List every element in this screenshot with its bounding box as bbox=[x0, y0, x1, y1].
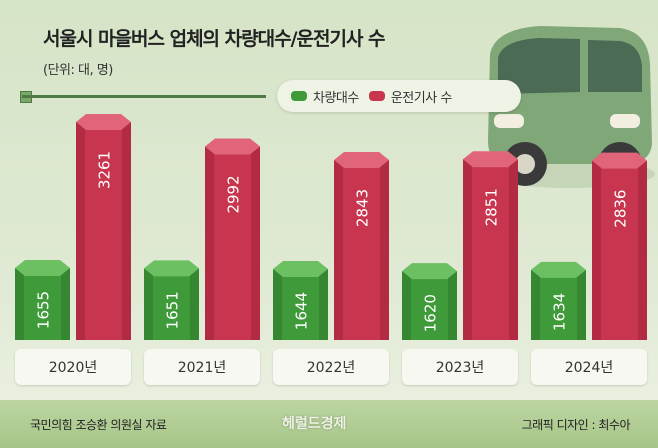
bar-cap bbox=[15, 259, 70, 276]
bar-shade bbox=[251, 146, 260, 340]
unit-label: (단위: 대, 명) bbox=[43, 63, 113, 78]
legend-item-vehicles: 차량대수 bbox=[291, 87, 359, 106]
bar-cap bbox=[531, 261, 586, 278]
bar-drivers-2020년 bbox=[76, 122, 131, 340]
legend-label: 차량대수 bbox=[313, 90, 359, 106]
bar-shade bbox=[15, 267, 24, 340]
value-label: 2836 bbox=[612, 190, 630, 228]
legend-item-drivers: 운전기사 수 bbox=[368, 87, 452, 106]
bar-vehicles-2024년 bbox=[531, 269, 586, 340]
bar-shade bbox=[76, 122, 85, 340]
year-label: 2021년 bbox=[144, 349, 260, 385]
bar-cap bbox=[402, 263, 457, 280]
bar-cap bbox=[76, 114, 131, 130]
year-label: 2022년 bbox=[273, 349, 389, 385]
value-label: 1651 bbox=[164, 291, 182, 329]
year-label: 2020년 bbox=[15, 349, 131, 385]
bar-cap bbox=[463, 151, 518, 168]
bar-shade bbox=[448, 271, 457, 340]
bar-shade bbox=[402, 271, 411, 340]
bar-shade bbox=[205, 146, 214, 340]
bar-vehicles-2021년 bbox=[144, 268, 199, 340]
bar-shade bbox=[463, 159, 472, 340]
value-label: 3261 bbox=[96, 151, 114, 189]
red-swatch-icon bbox=[368, 91, 385, 101]
legend: 차량대수 운전기사 수 bbox=[277, 80, 521, 112]
bar-shade bbox=[61, 267, 70, 340]
bar-shade bbox=[577, 269, 586, 340]
bar-shade bbox=[122, 122, 131, 340]
bar-shade bbox=[190, 268, 199, 340]
bar-cap bbox=[144, 260, 199, 277]
bar-shade bbox=[273, 268, 282, 340]
chart-title: 서울시 마을버스 업체의 차량대수/운전기사 수 bbox=[43, 28, 386, 50]
bar-drivers-2023년 bbox=[463, 159, 518, 340]
bar-cap bbox=[273, 260, 328, 277]
bar-vehicles-2020년 bbox=[15, 267, 70, 340]
value-label: 2843 bbox=[354, 189, 372, 227]
bar-shade bbox=[531, 269, 540, 340]
legend-label: 운전기사 수 bbox=[390, 90, 452, 106]
value-label: 1620 bbox=[422, 294, 440, 332]
year-label: 2024년 bbox=[531, 349, 647, 385]
bar-shade bbox=[638, 160, 647, 340]
credit-text: 그래픽 디자인 : 최수아 bbox=[521, 418, 631, 432]
brand-logo: 헤럴드경제 bbox=[282, 416, 347, 432]
source-text: 국민의힘 조승환 의원실 자료 bbox=[30, 418, 167, 432]
bar-shade bbox=[592, 160, 601, 340]
bar-shade bbox=[509, 159, 518, 340]
bar-shade bbox=[319, 268, 328, 340]
footer: 국민의힘 조승환 의원실 자료 헤럴드경제 그래픽 디자인 : 최수아 bbox=[0, 400, 658, 448]
bar-drivers-2024년 bbox=[592, 160, 647, 340]
value-label: 2992 bbox=[225, 175, 243, 213]
bar-vehicles-2023년 bbox=[402, 271, 457, 340]
bar-drivers-2022년 bbox=[334, 159, 389, 340]
bar-chart: 1655 3261 1651 2992 1644 2843 1620 2851 1634 2836 bbox=[15, 114, 647, 340]
bar-shade bbox=[334, 159, 343, 340]
value-label: 2851 bbox=[483, 188, 501, 226]
bar-cap bbox=[205, 138, 260, 155]
value-label: 1644 bbox=[293, 292, 311, 330]
green-swatch-icon bbox=[291, 91, 307, 101]
bar-shade bbox=[380, 159, 389, 340]
value-label: 1655 bbox=[35, 291, 53, 329]
value-label: 1634 bbox=[551, 293, 569, 331]
bar-cap bbox=[592, 152, 647, 169]
bar-cap bbox=[334, 151, 389, 168]
bar-vehicles-2022년 bbox=[273, 268, 328, 340]
decorative-rule bbox=[22, 95, 266, 98]
bar-shade bbox=[144, 268, 153, 340]
bar-drivers-2021년 bbox=[205, 146, 260, 340]
year-label: 2023년 bbox=[402, 349, 518, 385]
